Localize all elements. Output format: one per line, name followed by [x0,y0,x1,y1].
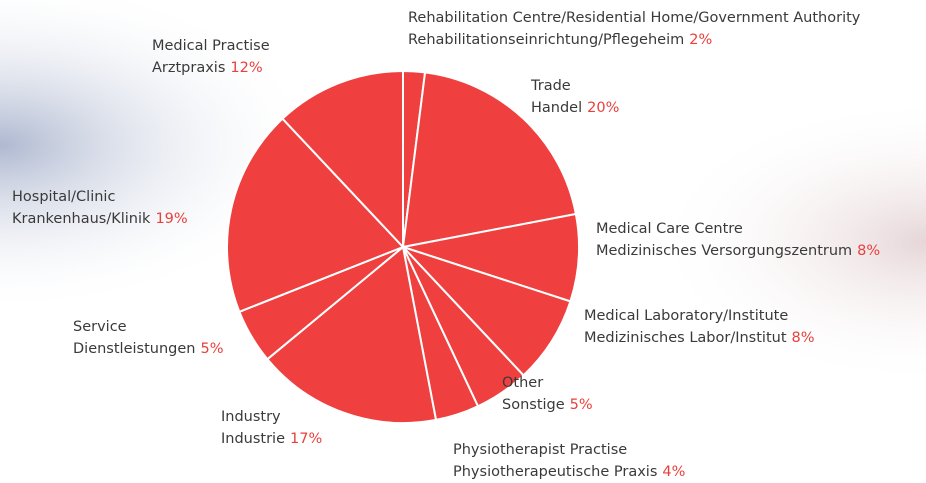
slice-label: Krankenhaus/Klinik 19% [12,211,188,227]
value-label: 5% [200,341,223,357]
slice-label-sub: Sonstige [502,397,565,413]
slice-label: Hospital/Clinic [12,189,115,205]
slice-label: Rehabilitationseinrichtung/Pflegeheim 2% [408,32,712,48]
slice-label: Medical Practise [152,38,270,54]
slice-label-sub: Industrie [221,431,285,447]
slice-label-sub: Arztpraxis [152,60,225,76]
slice-label: Medical Care Centre [596,221,743,237]
slice-label-sub: Handel [531,100,582,116]
value-label: 2% [689,32,712,48]
pie [226,69,580,424]
value-label: 5% [570,397,593,413]
pie-slice [265,245,438,424]
value-label: 12% [230,60,262,76]
slice-label: Dienstleistungen 5% [73,341,223,357]
pie-slice [402,212,580,303]
slice-label: Handel 20% [531,100,619,116]
value-label: 4% [662,464,685,480]
pie-slice [402,246,572,377]
slice-label: Industry [221,409,281,425]
slice-label-sub: Physiotherapeutische Praxis [453,464,657,480]
value-label: 8% [792,330,815,346]
slice-label-sub: Dienstleistungen [73,341,195,357]
slice-label: Rehabilitation Centre/Residential Home/G… [408,10,861,26]
slice-label: Physiotherapeutische Praxis 4% [453,464,685,480]
slice-label: Arztpraxis 12% [152,60,263,76]
slice-label: Sonstige 5% [502,397,593,413]
slice-label: Physiotherapist Practise [453,442,627,458]
slice-label-sub: Rehabilitationseinrichtung/Pflegeheim [408,32,684,48]
value-label: 20% [587,100,619,116]
value-label: 17% [290,431,322,447]
pie-slice [401,71,578,249]
slice-label: Service [73,319,127,335]
value-label: 8% [857,243,880,259]
slice-label: Trade [530,78,571,94]
slice-label: Medizinisches Labor/Institut 8% [584,330,815,346]
labels: Rehabilitation Centre/Residential Home/G… [12,10,880,480]
slice-label: Medizinisches Versorgungszentrum 8% [596,243,880,259]
pie-slice [281,69,404,250]
slice-label-sub: Medizinisches Versorgungszentrum [596,243,852,259]
pie-slice [226,117,405,314]
slice-label-sub: Medizinisches Labor/Institut [584,330,787,346]
slice-label: Other [502,375,543,391]
slice-label: Industrie 17% [221,431,322,447]
slice-label-sub: Krankenhaus/Klinik [12,211,151,227]
value-label: 19% [155,211,187,227]
slice-label: Medical Laboratory/Institute [584,308,788,324]
